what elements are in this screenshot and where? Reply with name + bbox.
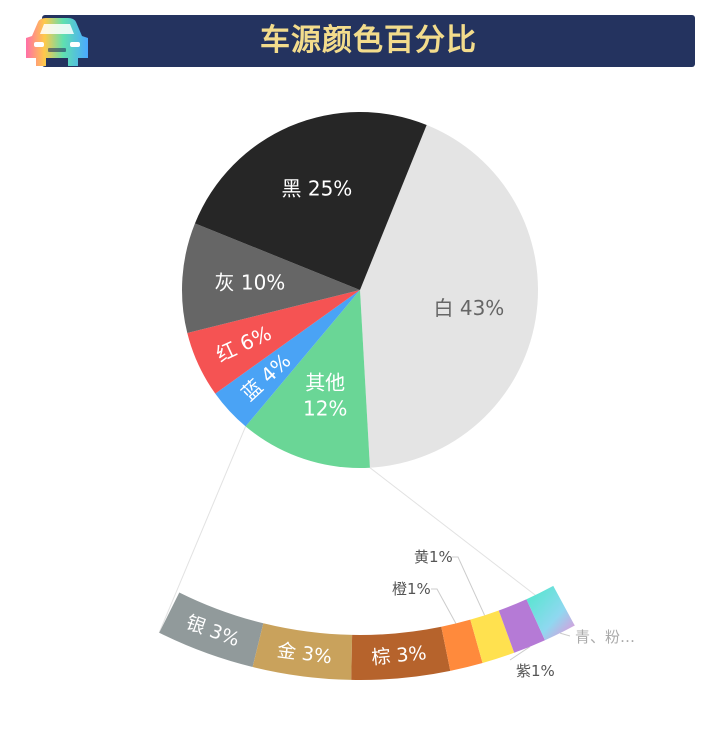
- pie-slice-0: [360, 124, 538, 468]
- arc-segment-2: [351, 626, 451, 680]
- arc-outside-label-4: 黄1%: [414, 548, 453, 566]
- arc-segment-5: [498, 599, 545, 653]
- arc-segment-1: [252, 623, 353, 680]
- arc-segment-0: [159, 592, 264, 667]
- pie-slice-3: [187, 290, 360, 394]
- arc-segment-3: [441, 619, 483, 671]
- pie-label-1: 其他 12%: [303, 371, 347, 421]
- arc-outside-label-5: 紫1%: [516, 662, 555, 680]
- title-bar: 车源颜色百分比: [42, 15, 695, 67]
- arc-segment-6: [526, 585, 575, 641]
- pie-label-0: 白 43%: [433, 296, 504, 320]
- arc-segment-4: [470, 610, 515, 663]
- pie-slice-2: [215, 290, 360, 427]
- arc-label-2: 棕 3%: [371, 642, 428, 669]
- pie-slice-4: [182, 223, 360, 334]
- pie-label-5: 黑 25%: [281, 176, 352, 200]
- pie-slice-5: [194, 111, 427, 291]
- leader-line-3: [431, 588, 457, 624]
- arc-outside-label-6: 青、粉…: [575, 628, 635, 646]
- arc-outside-label-3: 橙1%: [392, 580, 431, 598]
- pie-label-4: 灰 10%: [214, 270, 285, 294]
- leader-line-5: [509, 646, 530, 661]
- leader-line-4: [452, 556, 486, 616]
- chart-title: 车源颜色百分比: [260, 23, 477, 58]
- leader-line-6: [559, 632, 571, 637]
- pie-slice-1: [245, 290, 370, 468]
- car-icon: [26, 18, 88, 66]
- connector-left: [158, 426, 247, 633]
